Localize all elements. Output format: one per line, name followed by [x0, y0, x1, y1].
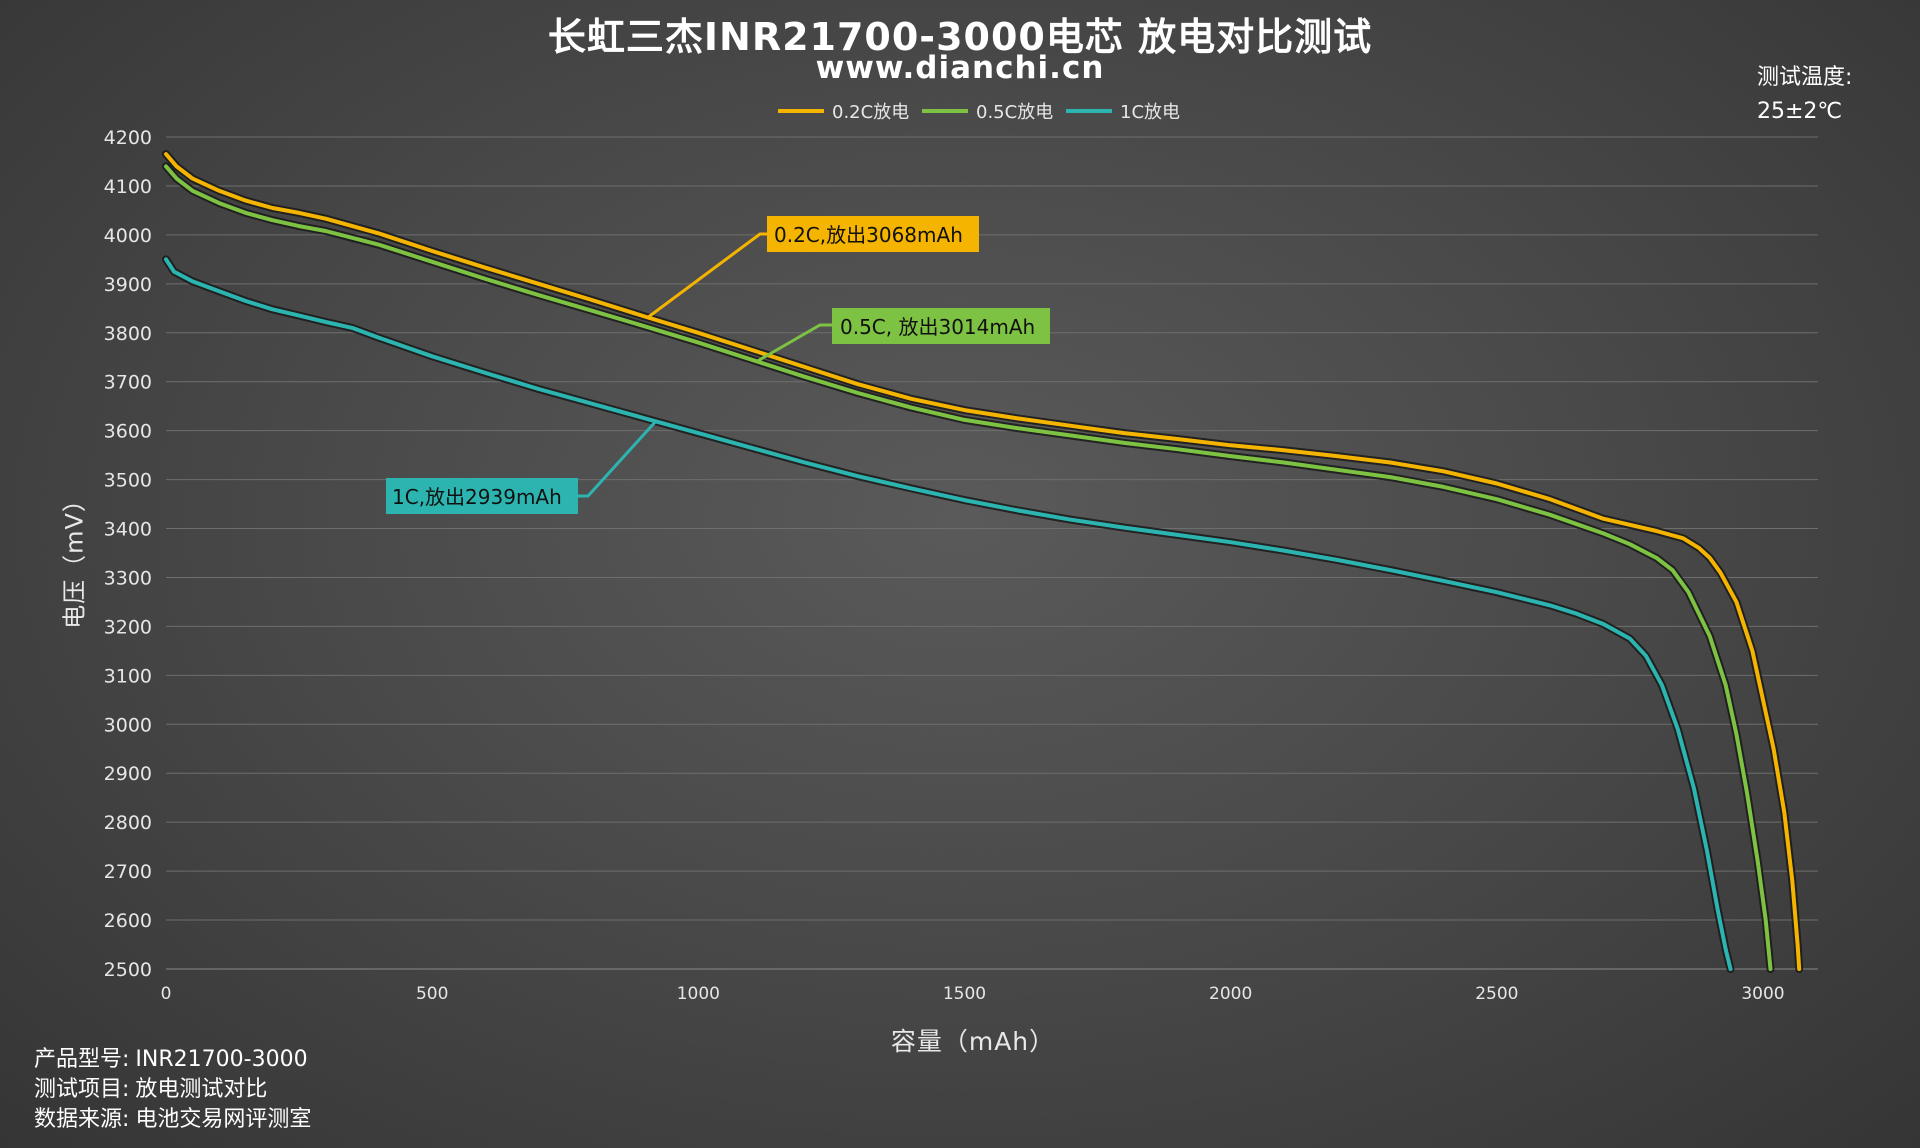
x-axis-label: 容量（mAh）	[890, 1027, 1056, 1056]
legend-label: 1C放电	[1120, 102, 1180, 123]
y-tick-label: 3100	[104, 665, 152, 687]
annotation-leader	[578, 420, 657, 498]
series-line-shadow	[162, 150, 1804, 973]
footer-row-model: 产品型号: INR21700-3000	[34, 1045, 311, 1075]
y-tick-label: 3300	[104, 567, 152, 589]
annotation-label: 0.2C,放出3068mAh	[774, 223, 963, 247]
annotation-box	[832, 308, 1050, 344]
temperature-value: 25±2℃	[1757, 99, 1843, 124]
grid-lines	[166, 136, 1818, 970]
y-tick-label: 2900	[104, 763, 152, 785]
legend: 0.2C放电 0.5C放电 1C放电	[778, 102, 1180, 123]
y-tick-label: 4200	[104, 127, 152, 149]
y-tick-label: 3200	[104, 616, 152, 638]
y-tick-label: 3700	[104, 372, 152, 394]
series-annotations: 0.2C,放出3068mAh 0.5C, 放出3014mAh 1C,放出2939mA…	[386, 216, 1050, 514]
y-tick-label: 3500	[104, 470, 152, 492]
footer-value: 电池交易网评测室	[135, 1107, 312, 1132]
annotation-leader	[756, 323, 832, 363]
footer-key: 产品型号:	[34, 1047, 130, 1072]
x-tick-label: 0	[161, 984, 172, 1004]
chart-title: 长虹三杰INR21700-3000电芯 放电对比测试	[547, 15, 1373, 59]
x-tick-label: 1500	[943, 984, 986, 1004]
footer-key: 测试项目:	[34, 1077, 130, 1102]
x-tick-label: 500	[416, 984, 448, 1004]
y-tick-label: 4000	[104, 225, 152, 247]
y-tick-label: 3000	[104, 714, 152, 736]
x-tick-label: 3000	[1741, 984, 1784, 1004]
y-axis-label: 电压（mV）	[60, 487, 89, 629]
annotation-box	[386, 478, 578, 514]
footer-value: INR21700-3000	[135, 1047, 308, 1072]
series-line	[164, 164, 1773, 971]
footer-info: 产品型号: INR21700-3000 测试项目: 放电测试对比 数据来源: 电池交易…	[34, 1045, 311, 1135]
x-tick-label: 2500	[1475, 984, 1518, 1004]
y-tick-label: 3600	[104, 421, 152, 443]
footer-value: 放电测试对比	[135, 1077, 268, 1102]
y-tick-label: 2700	[104, 861, 152, 883]
temperature-label: 测试温度:	[1757, 65, 1853, 90]
annotation-label: 0.5C, 放出3014mAh	[840, 315, 1035, 339]
series-line	[164, 152, 1802, 971]
series-lines	[162, 150, 1804, 973]
y-tick-label: 4100	[104, 176, 152, 198]
footer-row-source: 数据来源: 电池交易网评测室	[34, 1105, 311, 1135]
x-tick-label: 2000	[1209, 984, 1252, 1004]
footer-key: 数据来源:	[34, 1107, 130, 1132]
y-tick-labels: 2500 2600 2700 2800 2900 3000 3100 3200 3300 3400…	[104, 127, 152, 981]
y-tick-label: 2800	[104, 812, 152, 834]
legend-label: 0.2C放电	[832, 102, 909, 123]
y-tick-label: 2600	[104, 910, 152, 932]
y-tick-label: 3900	[104, 274, 152, 296]
y-tick-label: 3400	[104, 519, 152, 541]
x-tick-labels: 0 500 1000 1500 2000 2500 3000	[161, 984, 1785, 1004]
y-tick-label: 3800	[104, 323, 152, 345]
legend-label: 0.5C放电	[976, 102, 1053, 123]
series-line	[164, 257, 1733, 971]
series-line-shadow	[162, 162, 1775, 973]
footer-row-test: 测试项目: 放电测试对比	[34, 1075, 311, 1105]
annotation-label: 1C,放出2939mAh	[392, 485, 562, 509]
annotation-leader	[646, 232, 767, 319]
series-line-shadow	[162, 255, 1735, 973]
annotation-box	[767, 216, 979, 252]
test-temperature: 测试温度: 25±2℃	[1757, 61, 1852, 129]
y-tick-label: 2500	[104, 959, 152, 981]
chart-subtitle: www.dianchi.cn	[815, 50, 1105, 86]
x-tick-label: 1000	[677, 984, 720, 1004]
